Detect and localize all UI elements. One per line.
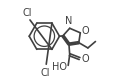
- Text: Cl: Cl: [40, 68, 50, 78]
- Text: HO: HO: [52, 62, 67, 72]
- Text: O: O: [81, 54, 89, 64]
- Text: O: O: [82, 26, 89, 36]
- Text: Cl: Cl: [23, 8, 32, 18]
- Text: N: N: [65, 16, 72, 26]
